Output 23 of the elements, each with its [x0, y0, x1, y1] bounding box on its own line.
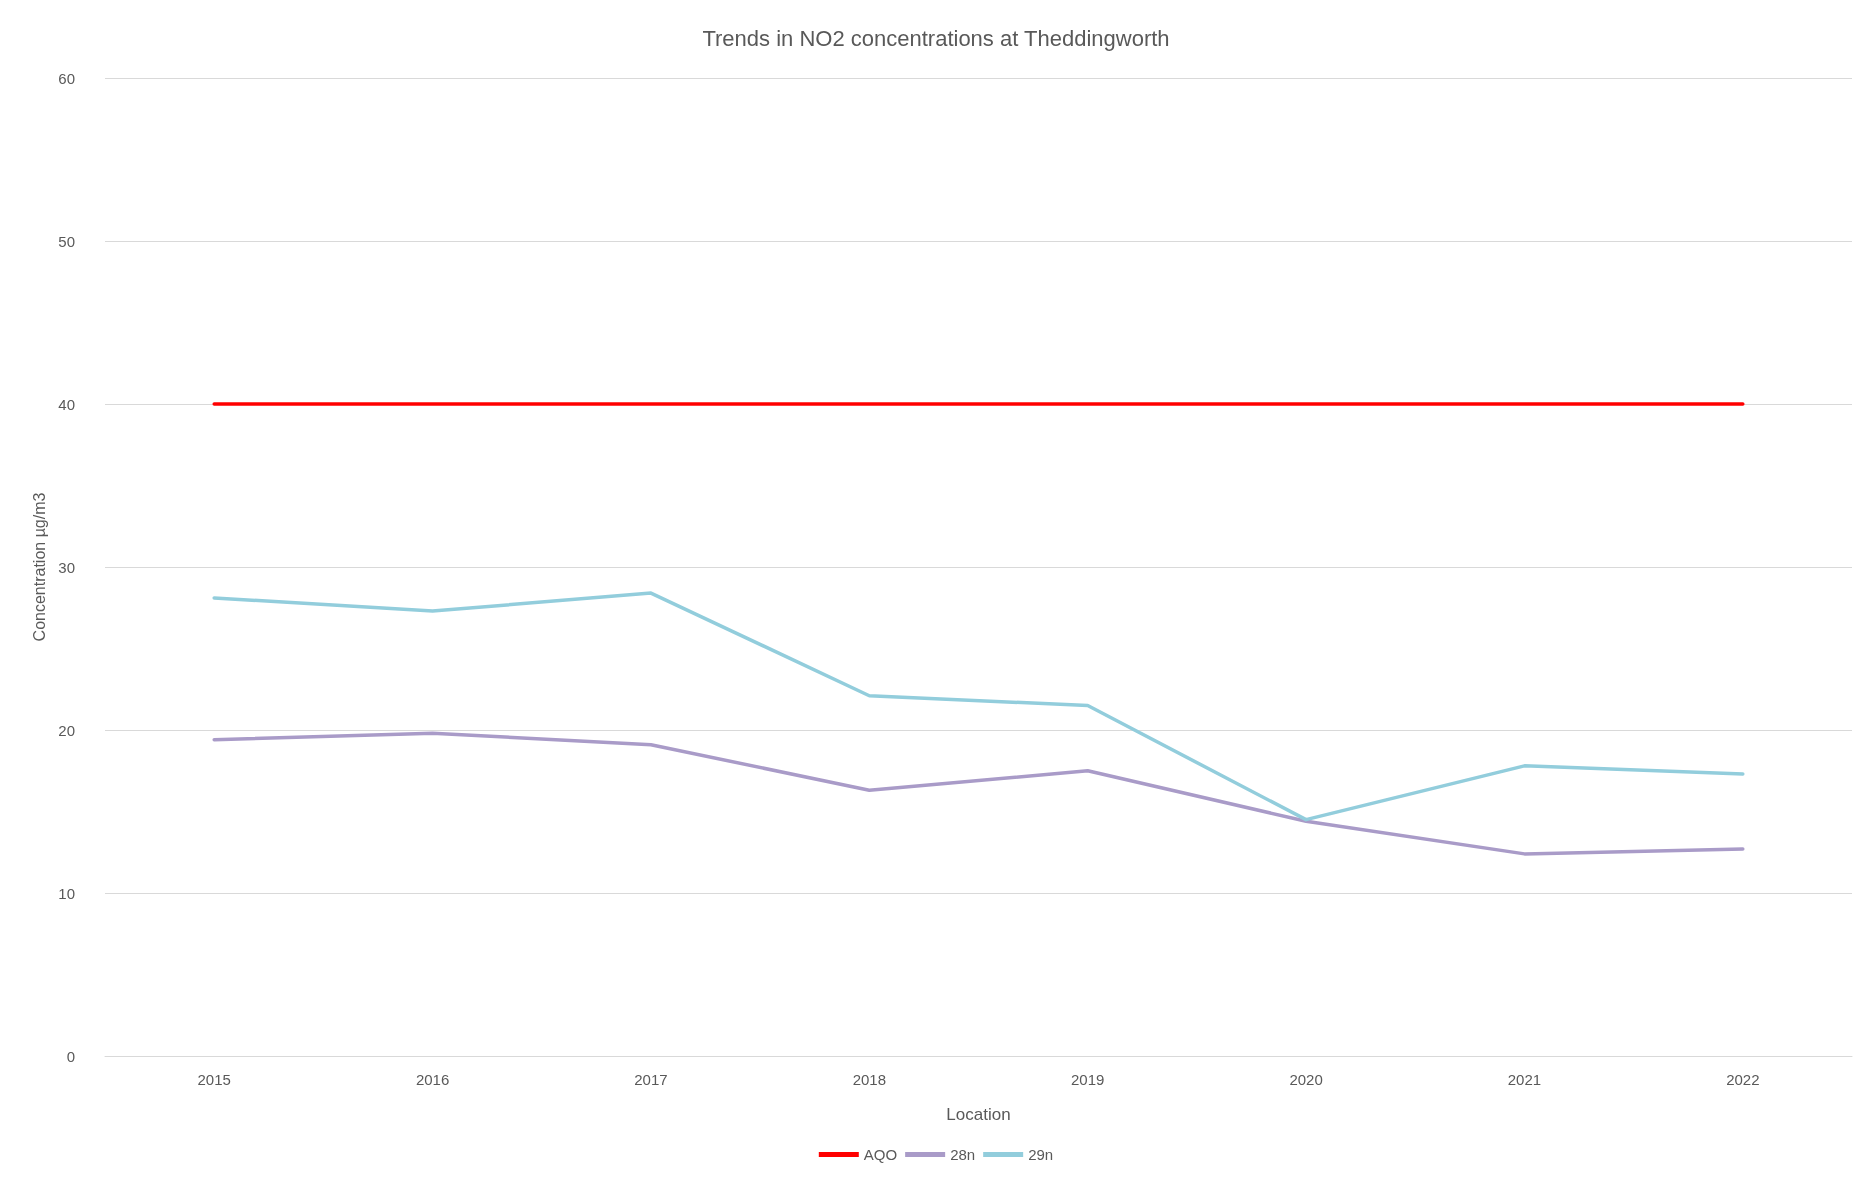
x-tick-label: 2019	[1071, 1071, 1105, 1088]
y-axis-title: Concentration µg/m3	[30, 492, 48, 642]
legend-label: 29n	[1028, 1146, 1054, 1163]
y-tick-label: 50	[58, 232, 75, 250]
x-tick-label: 2018	[852, 1071, 886, 1088]
x-tick-label: 2020	[1289, 1071, 1323, 1088]
y-tick-label: 60	[58, 69, 75, 87]
y-tick-label: 30	[58, 558, 75, 576]
line-series	[212, 591, 1745, 822]
x-axis-title: Location	[946, 1105, 1011, 1124]
x-tick-label: 2022	[1726, 1071, 1760, 1088]
x-tick-label: 2021	[1507, 1071, 1542, 1088]
line-series	[212, 731, 1745, 856]
chart-title: Trends in NO2 concentrations at Theddingworth	[702, 25, 1170, 51]
y-tick-label: 0	[66, 1047, 75, 1065]
x-tick-label: 2017	[634, 1071, 668, 1088]
y-tick-label: 40	[58, 395, 75, 413]
legend-label: 28n	[950, 1146, 976, 1163]
y-tick-label: 10	[58, 884, 75, 902]
y-tick-label: 20	[58, 721, 75, 739]
x-tick-label: 2015	[197, 1071, 231, 1088]
legend-label: AQO	[863, 1146, 898, 1163]
x-tick-label: 2016	[415, 1071, 450, 1088]
